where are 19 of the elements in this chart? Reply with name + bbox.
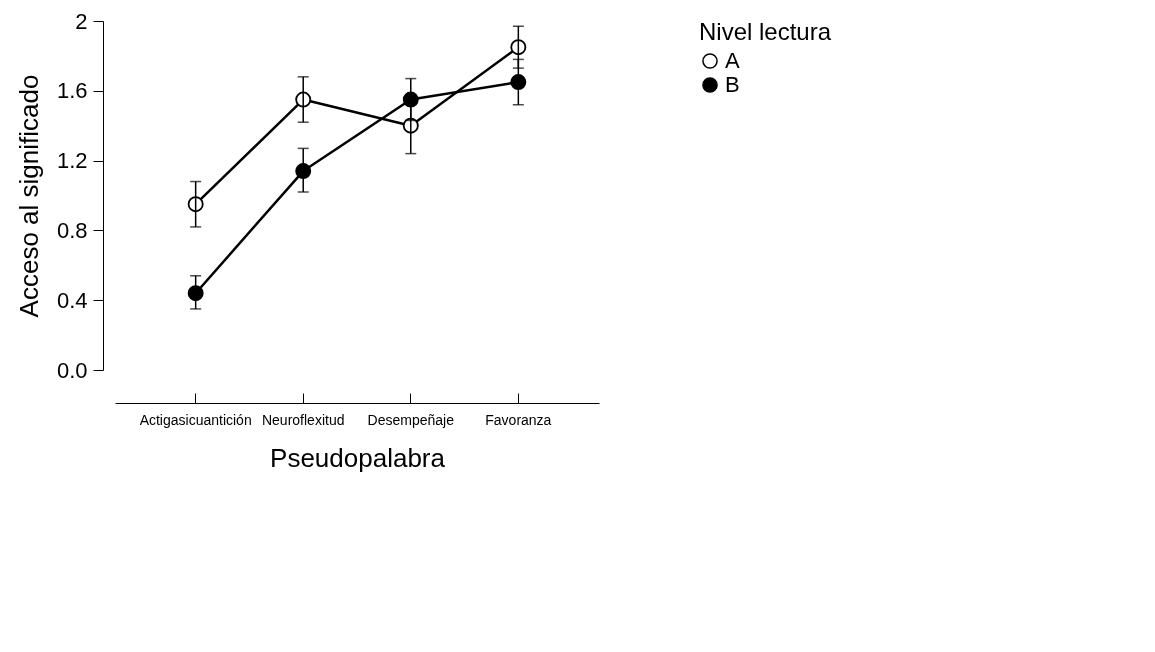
legend-title: Nivel lectura — [699, 18, 832, 45]
y-tick-label: 0.8 — [56, 217, 88, 243]
point — [510, 39, 527, 56]
y-tick-label: 2 — [75, 8, 88, 34]
y-axis-title: Acceso al significado — [13, 74, 44, 318]
y-tick-label: 0.0 — [56, 357, 88, 383]
point — [187, 285, 204, 302]
point — [187, 196, 204, 213]
y-tick-label: 1.6 — [56, 78, 88, 104]
x-tick-label: Favoranza — [485, 411, 552, 428]
point — [510, 74, 527, 91]
x-tick-label: Desempeñaje — [367, 411, 455, 428]
y-tick-label: 0.4 — [56, 287, 88, 313]
x-tick-label: Neuroflexitud — [261, 411, 345, 428]
x-axis-title: Pseudopalabra — [270, 442, 446, 473]
legend-label: A — [725, 48, 740, 73]
legend-label: B — [725, 72, 740, 97]
x-tick-label: Actigasicuantición — [139, 411, 252, 428]
y-tick-label: 1.2 — [56, 148, 88, 174]
